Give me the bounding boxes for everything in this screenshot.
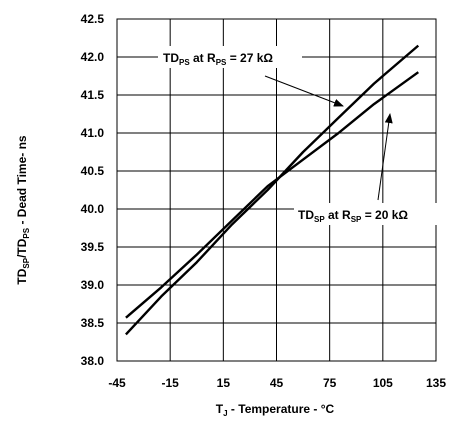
- y-tick-label: 41.5: [81, 88, 105, 102]
- x-tick-label: -15: [161, 376, 179, 390]
- y-tick-label: 38.0: [81, 354, 105, 368]
- annotation-ps-arrow: [264, 75, 344, 107]
- y-tick-label: 39.0: [81, 278, 105, 292]
- annotation-ps-background: [158, 46, 302, 68]
- y-tick-label: 41.0: [81, 126, 105, 140]
- x-tick-label: 135: [426, 376, 446, 390]
- series-layer: [125, 44, 420, 336]
- y-tick-label: 40.5: [81, 164, 105, 178]
- series-line-td-ps: [125, 44, 420, 336]
- x-axis-title: TJ - Temperature - °C: [216, 402, 335, 418]
- series-line-td-sp: [125, 71, 420, 319]
- y-tick-label: 42.5: [81, 12, 105, 26]
- y-tick-label: 39.5: [81, 240, 105, 254]
- y-axis-title: TDSP/TDPS - Dead Time- ns: [15, 135, 31, 284]
- x-tick-label: 75: [323, 376, 337, 390]
- x-tick-label: -45: [108, 376, 126, 390]
- annotation-ps-label: TDPS at RPS = 27 kΩ: [163, 51, 273, 67]
- tick-labels: -45 -15 15 45 75 105 135 38.0 38.5 39.0 39.5 40.0 40…: [81, 12, 447, 390]
- y-tick-label: 40.0: [81, 202, 105, 216]
- x-tick-label: 15: [217, 376, 231, 390]
- annotation-sp-background: [294, 203, 442, 225]
- annotation-sp-arrow: [377, 113, 393, 201]
- x-tick-label: 45: [270, 376, 284, 390]
- y-tick-label: 42.0: [81, 50, 105, 64]
- y-tick-label: 38.5: [81, 316, 105, 330]
- x-tick-label: 105: [373, 376, 393, 390]
- annotation-sp-label: TDSP at RSP = 20 kΩ: [298, 208, 408, 224]
- plot-frame: [116, 18, 437, 362]
